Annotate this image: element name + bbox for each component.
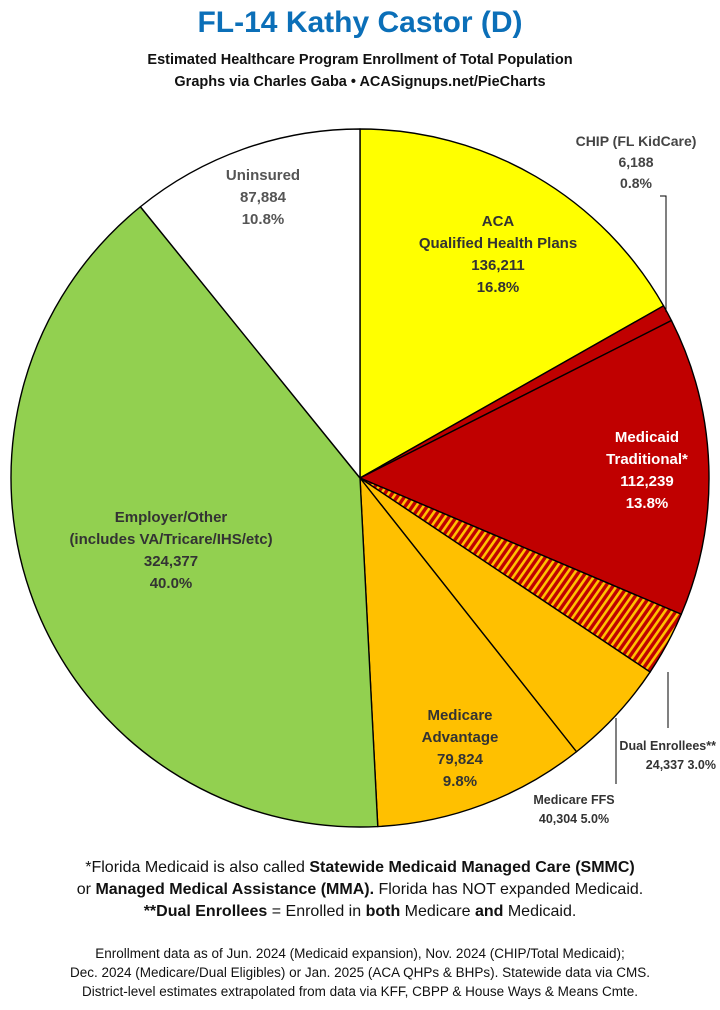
slice-label-dual-enrollees: Dual Enrollees** 24,337 3.0% — [619, 739, 716, 772]
slice-label-medicaid-traditional: Medicaid Traditional* 112,239 13.8% — [606, 429, 688, 512]
footnote-mma: or Managed Medical Assistance (MMA). Flo… — [76, 881, 644, 898]
footnote-medicaid: *Florida Medicaid is also called Statewi… — [85, 859, 635, 876]
footnote-dual-enrollees: **Dual Enrollees = Enrolled in both Medi… — [143, 903, 577, 920]
slice-label-employer-other-includes-va-tricare-ihs-etc: Employer/Other (includes VA/Tricare/IHS/e… — [69, 509, 272, 592]
slice-label-medicare-advantage: Medicare Advantage 79,824 9.8% — [422, 707, 499, 790]
chart-credit: Graphs via Charles Gaba • ACASignups.net… — [174, 74, 546, 90]
footer-source-line1: Enrollment data as of Jun. 2024 (Medicai… — [95, 946, 625, 961]
leader-line-chip-fl-kidcare — [660, 195, 667, 312]
slice-employer-other-includes-va-tricare-ihs-etc — [10, 206, 379, 828]
leader-lines — [615, 195, 669, 784]
pie-slices — [10, 128, 710, 828]
slice-uninsured — [139, 128, 361, 479]
slice-medicaid-traditional — [359, 319, 710, 615]
chart-subtitle: Estimated Healthcare Program Enrollment … — [147, 52, 573, 68]
slice-label-aca-qualified-health-plans: ACA Qualified Health Plans 136,211 16.8% — [419, 213, 577, 296]
pie-chart: ACA Qualified Health Plans 136,211 16.8% CHI… — [10, 128, 716, 828]
slice-labels: ACA Qualified Health Plans 136,211 16.8% CHI… — [69, 133, 716, 826]
footer-source-line2: Dec. 2024 (Medicare/Dual Eligibles) or J… — [70, 965, 650, 980]
chart-title: FL-14 Kathy Castor (D) — [197, 6, 523, 39]
slice-label-medicare-ffs: Medicare FFS 40,304 5.0% — [533, 793, 614, 826]
slice-medicare-advantage — [359, 477, 578, 828]
slice-aca-qualified-health-plans — [359, 128, 665, 479]
slice-label-uninsured: Uninsured 87,884 10.8% — [226, 167, 300, 228]
footer-source-line3: District-level estimates extrapolated fr… — [82, 984, 638, 999]
slice-label-chip-fl-kidcare: CHIP (FL KidCare) 6,188 0.8% — [576, 133, 697, 191]
